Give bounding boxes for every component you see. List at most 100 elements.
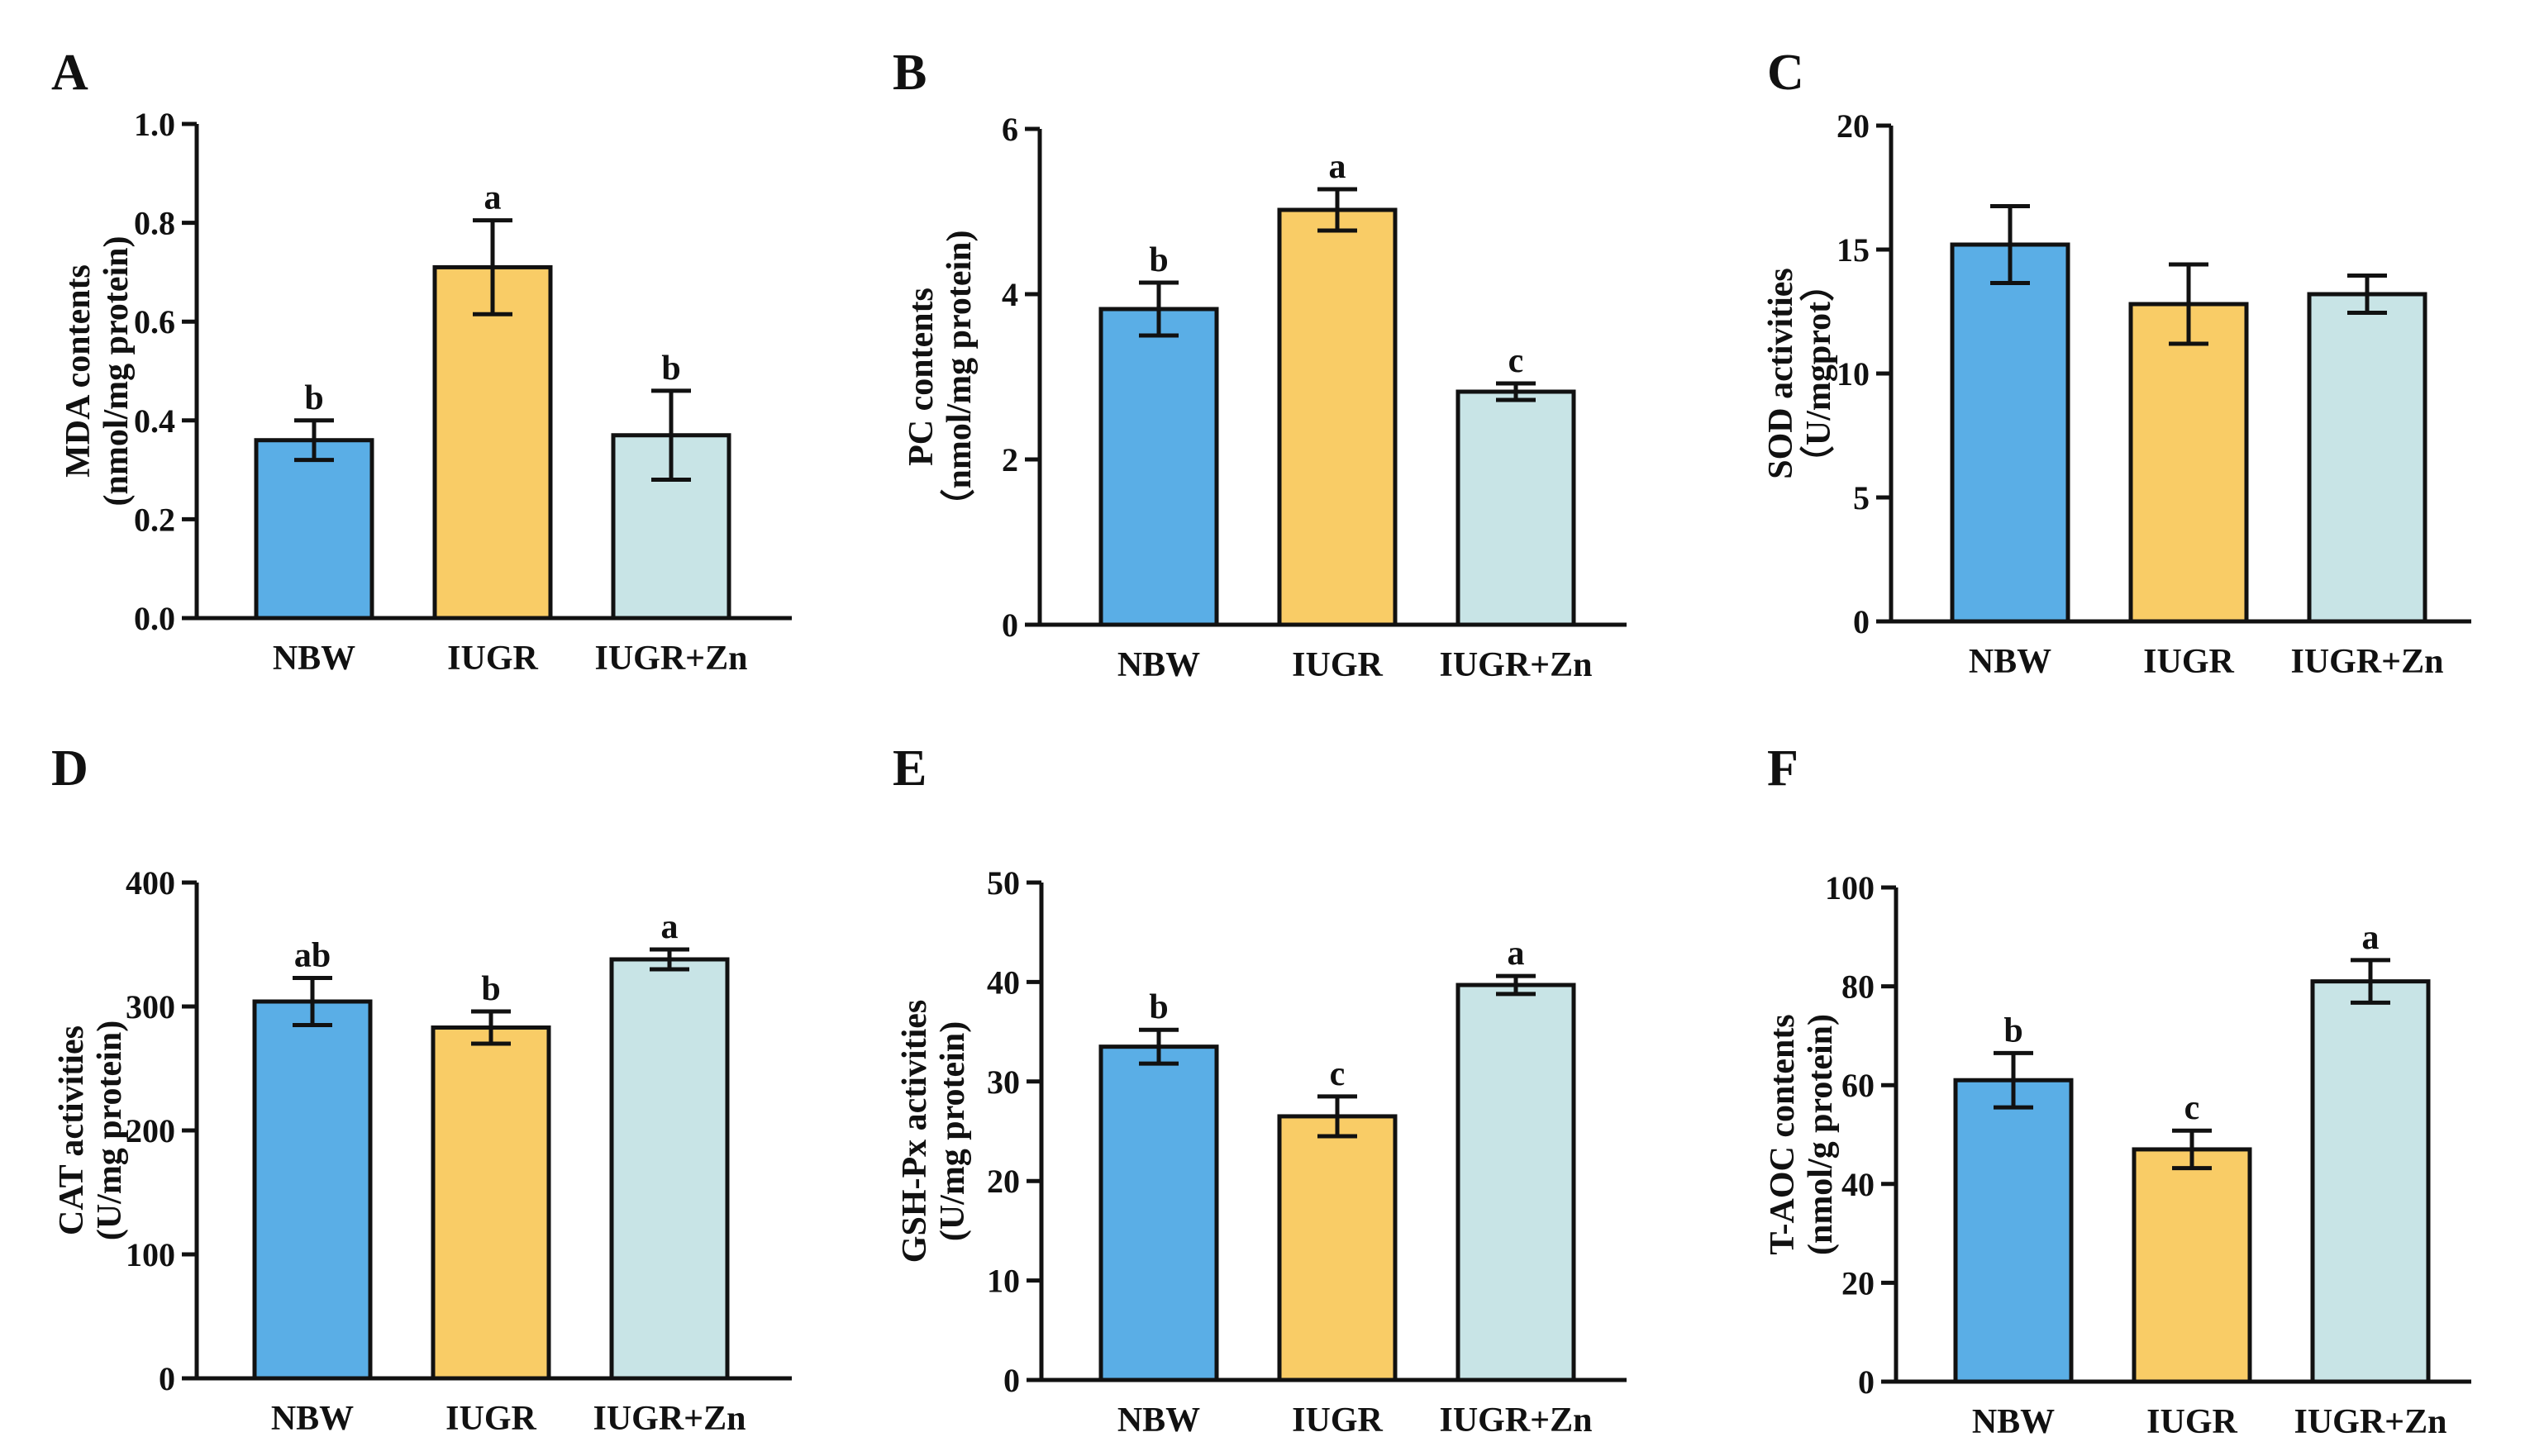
significance-label: a — [484, 179, 502, 217]
bar — [609, 957, 730, 1381]
y-tick-label: 5 — [1853, 479, 1870, 516]
y-axis-title-line: PC contents — [903, 288, 941, 466]
panel-letter: C — [1767, 45, 1804, 101]
significance-label: a — [661, 908, 679, 946]
category-label: IUGR — [445, 1400, 536, 1438]
y-tick-label: 10 — [987, 1263, 1020, 1300]
category-label: IUGR+Zn — [1440, 1401, 1593, 1439]
panel-letter: B — [893, 45, 927, 101]
chart-panel-a: Ab NBW a IUGR b IUGR+Zn 0.0 0.2 0.4 0.6 0.8 1.0 MDA … — [51, 45, 792, 678]
significance-label: a — [1329, 148, 1346, 186]
bar — [2307, 292, 2427, 624]
y-axis-title-line: （U/mgprot） — [1799, 267, 1838, 480]
y-tick-label: 400 — [126, 864, 175, 902]
y-tick-label: 60 — [1841, 1067, 1875, 1104]
y-tick-label: 40 — [987, 964, 1020, 1001]
significance-label: a — [2362, 919, 2380, 957]
bar — [1277, 207, 1398, 627]
y-tick-label: 100 — [1825, 869, 1875, 906]
y-axis-title: PC contents （nmol/mg protein) — [903, 230, 979, 523]
chart-panel-d: Dab NBW b IUGR a IUGR+Zn 0 100 200 300 400 CAT acti… — [51, 740, 792, 1438]
category-label: NBW — [271, 1400, 354, 1438]
chart-panel-b: Bb NBW a IUGR c IUGR+Zn 0 2 4 6 PC contents （nmol/m… — [893, 45, 1627, 684]
y-tick-label: 40 — [1841, 1166, 1875, 1203]
panel-letter: E — [893, 740, 927, 797]
category-label: IUGR — [447, 640, 538, 678]
category-label: IUGR+Zn — [2291, 643, 2444, 681]
category-label: NBW — [1117, 1401, 1200, 1439]
significance-label: b — [2003, 1011, 2022, 1049]
chart-panel-e: Eb NBW c IUGR a IUGR+Zn 0 10 20 30 40 50 GSH-Px acti… — [893, 740, 1627, 1439]
category-label: IUGR — [1292, 1401, 1383, 1439]
y-tick-label: 0 — [1858, 1363, 1875, 1401]
significance-label: b — [481, 970, 500, 1008]
y-axis-title-line: (U/mg protein) — [91, 1021, 129, 1240]
y-axis-title-line: （nmol/mg protein) — [940, 230, 979, 523]
y-tick-label: 300 — [126, 988, 175, 1025]
bar — [431, 1025, 551, 1381]
chart-panel-c: C NBW IUGR IUGR+Zn 0 5 10 15 20 SOD activities （U/… — [1762, 45, 2471, 681]
significance-label: c — [2184, 1089, 2200, 1127]
category-label: IUGR — [2146, 1403, 2237, 1441]
category-label: NBW — [1972, 1403, 2055, 1441]
bar — [1455, 983, 1576, 1382]
y-tick-label: 0.0 — [134, 600, 175, 637]
y-tick-label: 0.8 — [134, 205, 175, 242]
y-axis-title-line: SOD activities — [1762, 268, 1800, 478]
y-tick-label: 50 — [987, 864, 1020, 902]
y-tick-label: 20 — [987, 1163, 1020, 1200]
y-axis-title-line: MDA contents — [60, 264, 98, 478]
category-label: NBW — [1969, 643, 2051, 681]
y-tick-label: 0.6 — [134, 303, 175, 340]
y-axis-title-line: (nmol/g protein) — [1802, 1014, 1840, 1255]
y-axis-title-line: CAT activities — [53, 1025, 91, 1235]
y-tick-label: 100 — [126, 1236, 175, 1273]
bar — [1277, 1114, 1398, 1382]
y-tick-label: 4 — [1002, 276, 1018, 313]
category-label: IUGR+Zn — [1440, 646, 1593, 684]
bar — [254, 438, 374, 621]
significance-label: b — [304, 379, 323, 417]
y-tick-label: 30 — [987, 1063, 1020, 1101]
y-tick-label: 1.0 — [134, 106, 175, 143]
bar — [2132, 1147, 2252, 1384]
significance-label: b — [1149, 988, 1168, 1026]
significance-label: b — [661, 350, 680, 388]
y-axis-title: GSH-Px activities (U/mg protein) — [896, 1000, 972, 1263]
bar — [1950, 242, 2070, 624]
category-label: IUGR+Zn — [595, 640, 748, 678]
y-tick-label: 0 — [1003, 1362, 1020, 1399]
chart-panel-f: Fb NBW c IUGR a IUGR+Zn 0 20 40 60 80 100 T-AOC cont… — [1764, 740, 2471, 1441]
category-label: IUGR — [2143, 643, 2234, 681]
significance-label: c — [1330, 1055, 1346, 1093]
panel-letter: F — [1767, 740, 1798, 797]
y-tick-label: 2 — [1002, 441, 1018, 478]
y-axis-title: T-AOC contents (nmol/g protein) — [1764, 1014, 1840, 1255]
y-axis-title: SOD activities （U/mgprot） — [1762, 267, 1838, 480]
significance-label: ab — [294, 937, 331, 975]
y-tick-label: 200 — [126, 1112, 175, 1149]
category-label: NBW — [1117, 646, 1200, 684]
y-tick-label: 10 — [1837, 355, 1870, 393]
y-tick-label: 15 — [1837, 231, 1870, 269]
panel-letter: D — [51, 740, 88, 797]
bar — [1953, 1078, 2074, 1384]
bar — [1098, 1044, 1219, 1382]
y-tick-label: 80 — [1841, 968, 1875, 1006]
category-label: NBW — [273, 640, 355, 678]
y-axis-title: MDA contents (nmol/mg protein) — [60, 236, 136, 506]
significance-label: b — [1149, 241, 1168, 279]
y-tick-label: 0 — [1853, 603, 1870, 640]
category-label: IUGR+Zn — [2294, 1403, 2447, 1441]
bar — [252, 999, 373, 1381]
panel-letter: A — [51, 45, 88, 101]
y-tick-label: 0.2 — [134, 501, 175, 538]
y-tick-label: 0 — [1002, 607, 1018, 644]
y-tick-label: 6 — [1002, 111, 1018, 148]
y-axis-title-line: (U/mg protein) — [934, 1021, 972, 1241]
bar — [432, 264, 553, 621]
y-axis-title: CAT activities (U/mg protein) — [53, 1021, 129, 1240]
bar — [2310, 979, 2431, 1384]
y-tick-label: 0.4 — [134, 402, 175, 440]
